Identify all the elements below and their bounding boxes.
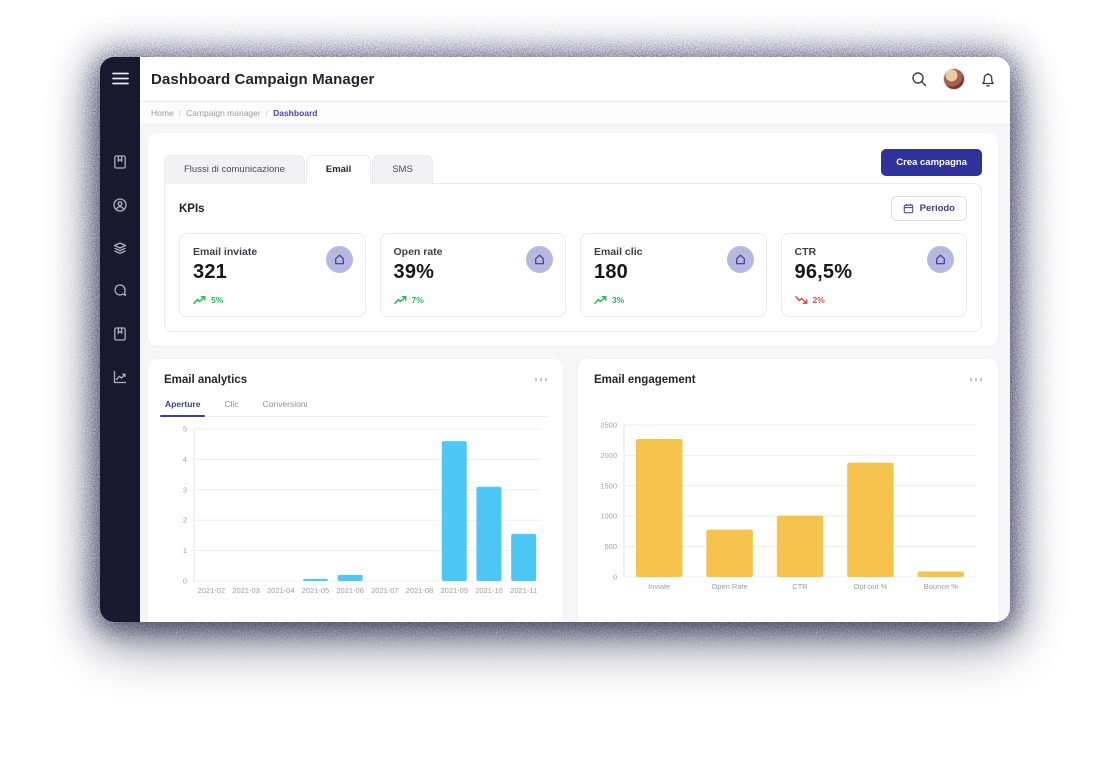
svg-text:0: 0 bbox=[183, 577, 187, 586]
email-engagement-title: Email engagement bbox=[594, 374, 696, 386]
kpi-trend: 2% bbox=[794, 295, 954, 305]
more-options-icon[interactable] bbox=[969, 374, 982, 385]
home-icon bbox=[526, 246, 553, 273]
kpi-trend: 5% bbox=[193, 295, 352, 305]
period-button-label: Periodo bbox=[919, 203, 955, 214]
kpi-trend-value: 7% bbox=[411, 295, 424, 305]
tab-sms[interactable]: SMS bbox=[372, 155, 433, 184]
book-icon[interactable] bbox=[112, 154, 128, 170]
app-window: Dashboard Campaign Manager Home / Campai… bbox=[100, 57, 1010, 622]
svg-text:CTR: CTR bbox=[792, 582, 808, 591]
svg-text:2021-03: 2021-03 bbox=[232, 586, 260, 595]
svg-text:1: 1 bbox=[183, 546, 187, 555]
tab-conversioni[interactable]: Conversioni bbox=[262, 399, 308, 409]
svg-text:Opt-out %: Opt-out % bbox=[854, 582, 888, 591]
create-campaign-button[interactable]: Crea campagna bbox=[881, 149, 982, 176]
svg-text:2021-04: 2021-04 bbox=[267, 586, 295, 595]
svg-text:500: 500 bbox=[604, 542, 617, 551]
tab-aperture[interactable]: Aperture bbox=[159, 395, 206, 417]
kpi-trend-value: 5% bbox=[211, 295, 224, 305]
kpis-heading: KPIs bbox=[179, 202, 205, 215]
svg-text:4: 4 bbox=[183, 455, 187, 464]
kpi-grid: Email inviate 321 5% bbox=[179, 233, 967, 317]
kpi-trend-value: 2% bbox=[812, 295, 825, 305]
svg-text:2021-05: 2021-05 bbox=[302, 586, 330, 595]
main-area: Dashboard Campaign Manager Home / Campai… bbox=[140, 57, 1010, 622]
breadcrumb-home[interactable]: Home bbox=[151, 108, 174, 118]
kpi-card-ctr: CTR 96,5% 2% bbox=[780, 233, 967, 317]
tab-clic[interactable]: Clic bbox=[224, 399, 239, 409]
tab-email[interactable]: Email bbox=[305, 155, 372, 184]
trend-down-icon bbox=[794, 295, 807, 305]
bell-icon[interactable] bbox=[980, 71, 996, 88]
kpi-trend-value: 3% bbox=[612, 295, 625, 305]
sidebar bbox=[100, 57, 140, 622]
svg-text:2000: 2000 bbox=[600, 451, 617, 460]
breadcrumb-campaign-manager[interactable]: Campaign manager bbox=[186, 108, 261, 118]
trend-up-icon bbox=[193, 295, 206, 305]
svg-text:2021-07: 2021-07 bbox=[371, 586, 399, 595]
svg-text:0: 0 bbox=[613, 573, 617, 582]
layers-icon[interactable] bbox=[112, 240, 128, 256]
chart-line-icon[interactable] bbox=[112, 369, 128, 385]
kpi-card-email-inviate: Email inviate 321 5% bbox=[179, 233, 366, 317]
svg-text:Open Rate: Open Rate bbox=[711, 582, 747, 591]
home-icon bbox=[927, 246, 954, 273]
breadcrumb: Home / Campaign manager / Dashboard bbox=[140, 101, 1010, 125]
menu-icon[interactable] bbox=[111, 72, 129, 90]
analytics-tabs: Aperture Clic Conversioni bbox=[159, 395, 547, 417]
email-analytics-chart: 0 1 2 3 4 5 2021-02 2021-03 2021-04 2021-05 2021-0… bbox=[164, 423, 547, 599]
chat-icon[interactable] bbox=[112, 283, 128, 299]
campaign-panel: Flussi di comunicazione Email SMS Crea c… bbox=[148, 133, 998, 346]
avatar[interactable] bbox=[943, 68, 965, 90]
trend-up-icon bbox=[594, 295, 607, 305]
svg-text:3: 3 bbox=[183, 485, 187, 494]
breadcrumb-current[interactable]: Dashboard bbox=[273, 108, 318, 118]
user-circle-icon[interactable] bbox=[112, 197, 128, 213]
bookmark-icon[interactable] bbox=[112, 326, 128, 342]
email-engagement-chart: 0 500 1000 1500 2000 2500 Inviate Open Rate CTR O… bbox=[594, 419, 982, 595]
svg-text:1000: 1000 bbox=[600, 512, 617, 521]
svg-text:Inviate: Inviate bbox=[648, 582, 670, 591]
svg-text:2021-06: 2021-06 bbox=[336, 586, 364, 595]
svg-text:2: 2 bbox=[183, 516, 187, 525]
search-icon[interactable] bbox=[911, 71, 928, 88]
more-options-icon[interactable] bbox=[534, 374, 547, 385]
breadcrumb-separator: / bbox=[265, 108, 269, 118]
home-icon bbox=[726, 246, 754, 273]
tab-flussi-di-comunicazione[interactable]: Flussi di comunicazione bbox=[164, 155, 305, 184]
svg-text:5: 5 bbox=[183, 425, 187, 434]
page-title: Dashboard Campaign Manager bbox=[151, 70, 375, 88]
svg-text:2021-02: 2021-02 bbox=[198, 586, 226, 595]
kpi-trend: 7% bbox=[393, 295, 553, 305]
home-icon bbox=[325, 246, 353, 273]
svg-text:2021-10: 2021-10 bbox=[475, 586, 503, 595]
breadcrumb-separator: / bbox=[178, 108, 182, 118]
svg-text:1500: 1500 bbox=[600, 481, 617, 490]
period-button[interactable]: Periodo bbox=[890, 196, 967, 221]
svg-text:2021-08: 2021-08 bbox=[406, 586, 434, 595]
kpi-card-email-clic: Email clic 180 3% bbox=[580, 233, 767, 317]
svg-text:Bounce %: Bounce % bbox=[924, 582, 959, 591]
content: Flussi di comunicazione Email SMS Crea c… bbox=[140, 125, 1010, 622]
email-analytics-card: Email analytics Aperture Clic Conversion… bbox=[148, 359, 563, 622]
top-bar: Dashboard Campaign Manager bbox=[140, 57, 1010, 101]
kpi-panel: KPIs Periodo Email inviate 321 bbox=[164, 183, 982, 332]
email-analytics-title: Email analytics bbox=[164, 374, 248, 386]
svg-text:2021-11: 2021-11 bbox=[510, 586, 537, 595]
svg-text:2021-09: 2021-09 bbox=[440, 586, 468, 595]
email-engagement-card: Email engagement 0 500 1000 1500 2000 2500 Inv… bbox=[578, 359, 998, 622]
trend-up-icon bbox=[393, 295, 406, 305]
calendar-icon bbox=[903, 203, 914, 214]
channel-tabs: Flussi di comunicazione Email SMS Crea c… bbox=[164, 149, 982, 184]
svg-text:2500: 2500 bbox=[600, 421, 617, 430]
kpi-trend: 3% bbox=[594, 295, 753, 305]
kpi-card-open-rate: Open rate 39% 7% bbox=[379, 233, 566, 317]
